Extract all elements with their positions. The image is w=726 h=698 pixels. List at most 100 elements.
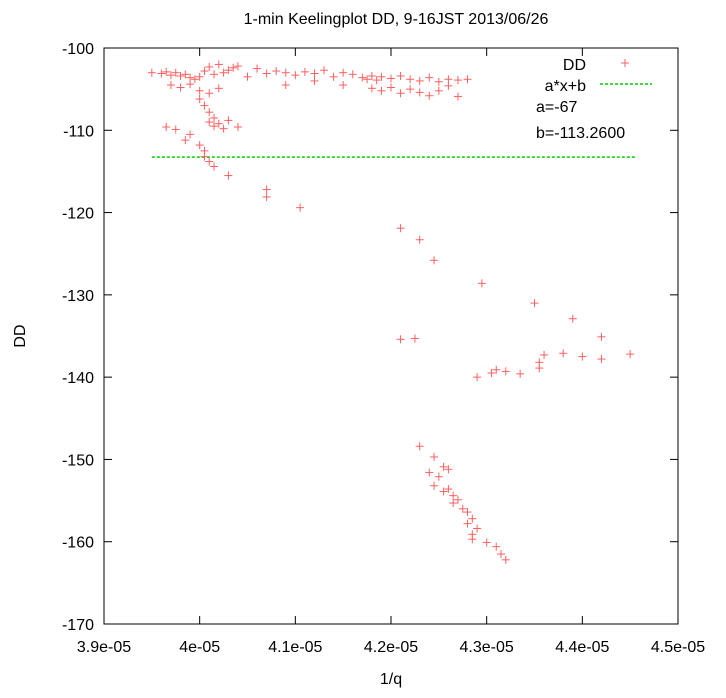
x-axis-label: 1/q (380, 671, 402, 688)
data-point (224, 66, 233, 75)
data-point (597, 355, 606, 364)
data-point (516, 369, 525, 378)
annotation-b: b=-113.2600 (536, 125, 625, 142)
data-point (415, 235, 424, 244)
data-point (578, 352, 587, 361)
y-tick-label: -160 (62, 535, 94, 552)
data-point (444, 465, 453, 474)
data-point (176, 83, 185, 92)
y-tick-label: -140 (62, 370, 94, 387)
data-point (530, 299, 539, 308)
data-point (463, 75, 472, 84)
data-point (200, 67, 209, 76)
data-point (453, 495, 462, 504)
data-point (348, 70, 357, 79)
data-point (195, 141, 204, 150)
legend-label-fit: a*x+b (545, 78, 586, 95)
y-axis-ticks: -100 -110 -120 -130 -140 -150 -160 -170 (62, 41, 678, 634)
data-point (377, 72, 386, 81)
data-point (310, 76, 319, 85)
data-point (597, 332, 606, 341)
legend: DD a*x+b a=-67 b=-113.2600 (536, 57, 652, 142)
data-point (296, 203, 305, 212)
data-point (559, 349, 568, 358)
data-point (415, 88, 424, 97)
data-point (210, 122, 219, 131)
data-point (372, 76, 381, 85)
data-point (430, 481, 439, 490)
data-point (229, 63, 238, 72)
data-point (162, 67, 171, 76)
data-point (181, 136, 190, 145)
data-point (205, 62, 214, 71)
y-tick-label: -110 (63, 123, 94, 140)
data-point (439, 487, 448, 496)
x-tick-label: 4.3e-05 (460, 639, 514, 656)
y-tick-label: -120 (62, 206, 94, 223)
data-point (214, 84, 223, 93)
data-point (473, 524, 482, 533)
data-point (339, 68, 348, 77)
data-point (272, 67, 281, 76)
y-axis-label: DD (12, 324, 29, 347)
data-point (463, 508, 472, 517)
data-point (210, 113, 219, 122)
data-point (425, 73, 434, 82)
data-point (430, 452, 439, 461)
data-point (157, 69, 166, 78)
data-point (367, 84, 376, 93)
data-point (415, 442, 424, 451)
data-point (387, 83, 395, 92)
data-point (535, 364, 544, 373)
data-point (387, 74, 395, 83)
data-point (214, 119, 223, 128)
data-point (363, 75, 372, 84)
data-point (406, 85, 415, 94)
data-point (200, 101, 209, 110)
data-point (205, 157, 214, 166)
data-point (205, 118, 214, 127)
data-point (210, 70, 219, 79)
data-point (449, 491, 458, 500)
data-point (186, 130, 195, 139)
data-point (453, 76, 462, 85)
data-point (166, 81, 175, 90)
y-tick-label: -170 (62, 617, 94, 634)
x-tick-label: 4.4e-05 (555, 639, 609, 656)
annotation-a: a=-67 (536, 99, 577, 116)
data-point (176, 71, 185, 80)
data-point (243, 72, 252, 81)
data-point (210, 162, 219, 171)
data-point (540, 350, 549, 359)
data-point (492, 542, 501, 551)
x-tick-label: 4.5e-05 (651, 639, 705, 656)
x-tick-label: 4.1e-05 (268, 639, 322, 656)
data-point (262, 192, 271, 201)
data-point (339, 81, 348, 90)
data-point (501, 367, 510, 376)
data-point (425, 91, 434, 100)
data-point (224, 116, 233, 125)
data-point (358, 73, 367, 82)
data-point (477, 279, 486, 288)
data-point (434, 472, 443, 481)
data-point (190, 75, 199, 84)
data-point (444, 81, 453, 90)
data-point (147, 68, 156, 77)
data-point (219, 68, 228, 77)
data-point (233, 62, 242, 71)
data-point (396, 71, 405, 80)
chart-title: 1-min Keelingplot DD, 9-16JST 2013/06/26 (244, 11, 549, 28)
data-point (434, 86, 443, 95)
data-point (396, 335, 405, 344)
data-point (291, 71, 300, 80)
data-point (626, 350, 635, 359)
data-point (281, 68, 290, 77)
x-tick-label: 4e-05 (179, 639, 220, 656)
data-point (458, 504, 467, 513)
data-point (262, 69, 271, 78)
data-point (186, 80, 195, 89)
data-point (568, 314, 577, 323)
y-tick-label: -150 (62, 452, 94, 469)
